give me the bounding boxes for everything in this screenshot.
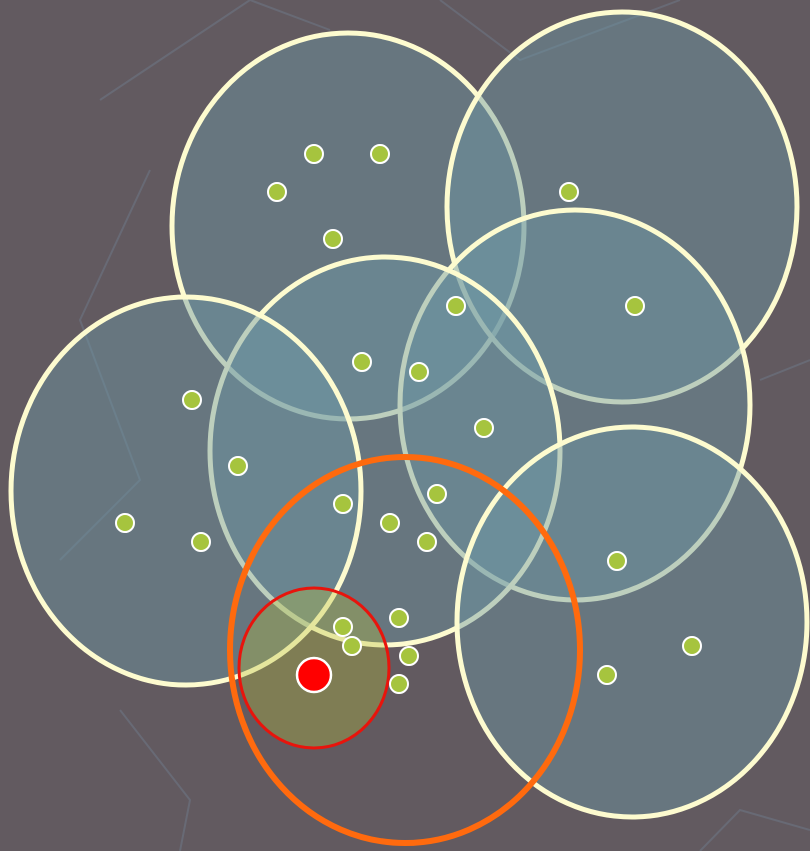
node bbox=[333, 617, 353, 637]
node bbox=[115, 513, 135, 533]
node bbox=[399, 646, 419, 666]
bg-line bbox=[699, 808, 810, 851]
node bbox=[559, 182, 579, 202]
bg-line bbox=[59, 169, 151, 561]
node bbox=[182, 390, 202, 410]
node bbox=[607, 551, 627, 571]
bg-line bbox=[759, 359, 810, 381]
nodes bbox=[115, 144, 702, 694]
node bbox=[304, 144, 324, 164]
node bbox=[191, 532, 211, 552]
coverage-zones bbox=[8, 9, 810, 820]
node bbox=[323, 229, 343, 249]
node bbox=[625, 296, 645, 316]
bg-line bbox=[99, 0, 331, 101]
node bbox=[370, 144, 390, 164]
bg-line bbox=[439, 0, 681, 62]
node bbox=[389, 608, 409, 628]
node bbox=[427, 484, 447, 504]
node bbox=[352, 352, 372, 372]
node bbox=[474, 418, 494, 438]
zone bbox=[454, 424, 810, 820]
node bbox=[389, 674, 409, 694]
node bbox=[267, 182, 287, 202]
node bbox=[682, 636, 702, 656]
node bbox=[380, 513, 400, 533]
node bbox=[417, 532, 437, 552]
node bbox=[597, 665, 617, 685]
zone bbox=[444, 9, 800, 405]
node bbox=[409, 362, 429, 382]
node bbox=[333, 494, 353, 514]
bg-line bbox=[119, 709, 192, 851]
node bbox=[446, 296, 466, 316]
node bbox=[228, 456, 248, 476]
background-lines bbox=[59, 0, 810, 851]
zone bbox=[8, 294, 364, 688]
node bbox=[342, 636, 362, 656]
selected-zone bbox=[227, 454, 583, 846]
source-node bbox=[295, 656, 333, 694]
